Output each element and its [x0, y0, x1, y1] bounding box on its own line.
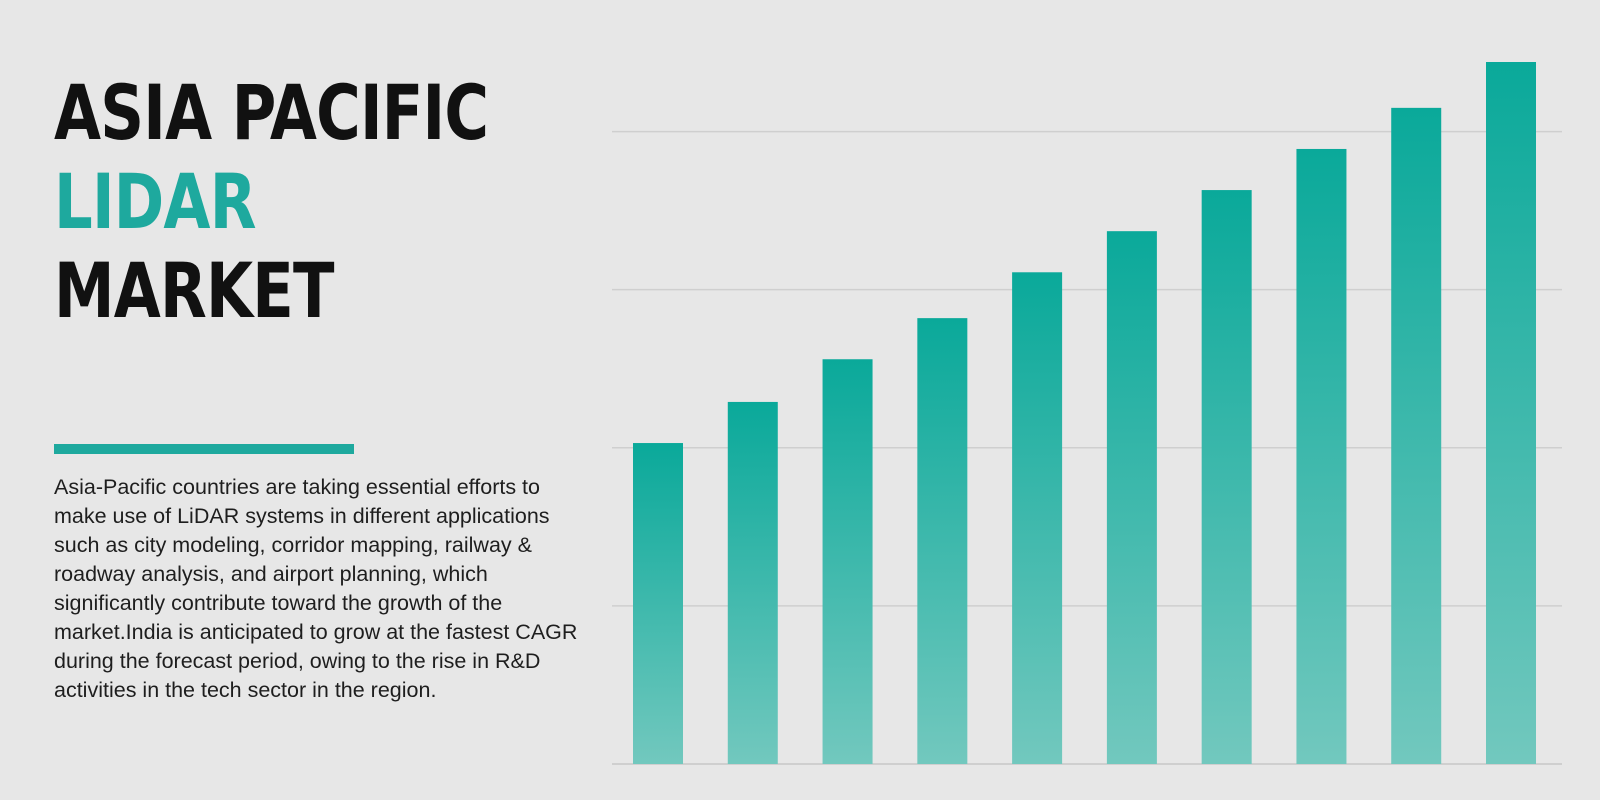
page-title: ASIA PACIFIC LIDAR MARKET	[54, 68, 489, 335]
bar-8	[1296, 148, 1347, 764]
market-description: Asia-Pacific countries are taking essent…	[54, 475, 578, 702]
bar-1	[633, 443, 683, 764]
bar-2	[727, 401, 778, 764]
accent-divider	[54, 444, 354, 454]
bar-10	[1486, 62, 1536, 764]
bar-7	[1201, 190, 1252, 764]
bars-layer	[633, 62, 1536, 765]
bar-6	[1106, 231, 1157, 765]
title-line-2: LIDAR	[54, 157, 257, 246]
bar-5	[1012, 272, 1063, 764]
bar-9	[1391, 107, 1442, 765]
bar-3	[822, 359, 873, 764]
bar-4	[917, 318, 968, 764]
title-line-3: MARKET	[54, 246, 334, 335]
title-line-1: ASIA PACIFIC	[54, 68, 489, 157]
